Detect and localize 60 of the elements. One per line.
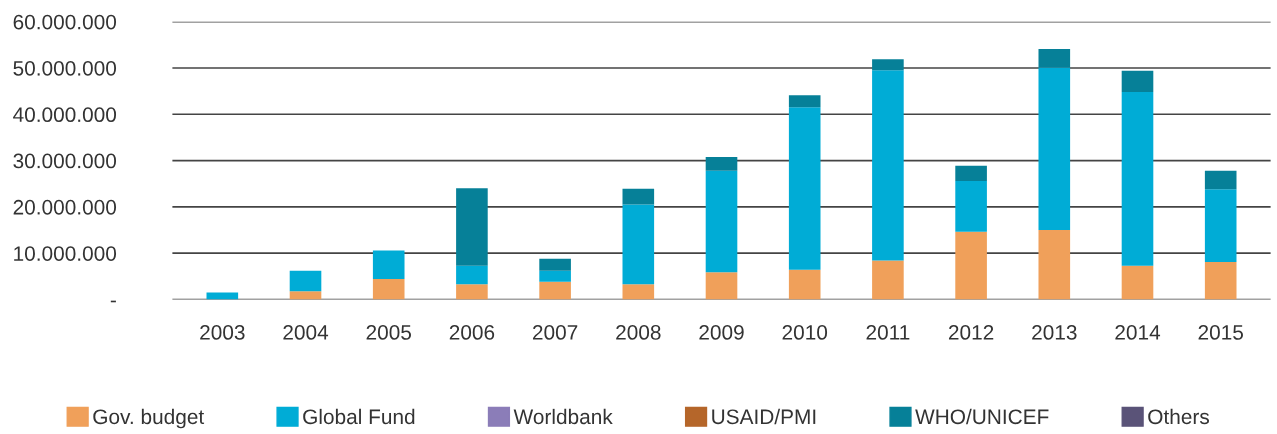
bar	[1204, 261, 1237, 300]
x-tick-label: 2005	[366, 325, 412, 340]
bar	[1038, 49, 1071, 68]
bar	[372, 250, 405, 280]
bar	[622, 204, 655, 285]
bar	[456, 284, 488, 300]
x-tick-label: 2008	[616, 325, 661, 340]
y-tick-label: 50.000.000	[13, 60, 117, 76]
x-tick-label: 2006	[449, 325, 495, 340]
bar	[289, 291, 322, 300]
legend-label: USAID/PMI	[712, 408, 816, 425]
x-tick-label: 2010	[782, 325, 828, 340]
x-tick-label: 2009	[699, 325, 744, 340]
bar	[955, 231, 987, 300]
bar	[1038, 230, 1071, 300]
bar	[705, 156, 738, 171]
bar	[539, 270, 571, 282]
y-tick-label: 10.000.000	[14, 246, 117, 261]
y-tick-label: 40.000.000	[13, 107, 117, 123]
x-tick-label: 2007	[532, 325, 578, 340]
x-tick-label: 2014	[1115, 325, 1161, 340]
bar	[539, 281, 571, 300]
bar	[1121, 92, 1154, 266]
bar	[955, 165, 987, 181]
bar	[872, 59, 904, 71]
y-tick-label: 30.000.000	[13, 153, 117, 169]
legend-label: Gov. budget	[93, 408, 205, 429]
x-tick-label: 2004	[283, 325, 329, 340]
y-tick-label: 60.000.000	[13, 14, 117, 30]
bar	[872, 70, 904, 261]
x-tick-label: 2003	[200, 325, 245, 340]
bar	[1121, 70, 1154, 93]
legend-label: Worldbank	[513, 408, 613, 425]
bar	[788, 269, 821, 300]
bar	[372, 279, 405, 300]
x-tick-label: 2011	[866, 325, 910, 340]
x-tick-label: 2013	[1032, 325, 1077, 340]
bar	[705, 170, 738, 273]
bar	[539, 258, 571, 271]
legend-label: Global Fund	[303, 408, 415, 425]
bar	[622, 284, 655, 300]
bar	[1204, 170, 1237, 190]
x-tick-label: 2015	[1198, 325, 1243, 340]
bar	[955, 180, 987, 232]
y-tick-label: 20.000.000	[13, 199, 117, 215]
y-tick-label: -	[110, 300, 116, 303]
bar	[872, 260, 904, 300]
legend-label: Others	[1148, 408, 1209, 425]
x-tick-label: 2012	[948, 325, 994, 340]
bar	[788, 107, 821, 270]
bar	[456, 265, 488, 285]
bar	[622, 188, 655, 205]
bar	[705, 272, 738, 300]
legend-label: WHO/UNICEF	[915, 408, 1049, 425]
bar	[1121, 265, 1154, 300]
bar	[1204, 189, 1237, 262]
bar	[289, 270, 322, 292]
bar	[1038, 67, 1071, 231]
bar	[456, 188, 488, 266]
bar	[788, 95, 821, 108]
